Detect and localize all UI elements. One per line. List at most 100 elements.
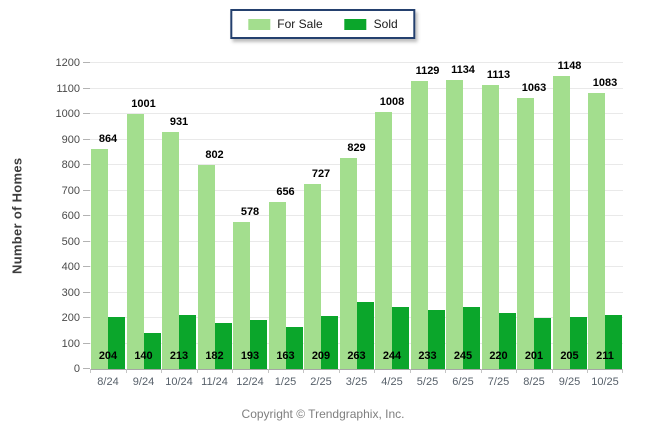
sold-legend-label: Sold — [373, 17, 398, 31]
y-tick-mark — [83, 291, 90, 293]
for-sale-bar — [162, 131, 179, 369]
sold-value-label: 213 — [169, 350, 189, 362]
y-tick-label: 400 — [61, 261, 80, 274]
x-tick-mark — [196, 369, 198, 373]
x-tick-mark — [516, 369, 518, 373]
x-tick-mark — [338, 369, 340, 373]
x-axis-label: 3/25 — [345, 376, 368, 388]
x-tick-mark — [587, 369, 589, 373]
sold-value-label: 193 — [240, 350, 260, 362]
sold-bar — [569, 316, 587, 369]
x-axis-label: 4/25 — [381, 376, 403, 388]
x-tick-mark — [303, 369, 305, 373]
x-axis-label: 6/25 — [452, 376, 474, 388]
sold-value-label: 233 — [418, 350, 437, 362]
bar-area: 864 204 8/24 1001 140 9/24 931 213 10/24 802 182 11… — [90, 60, 623, 388]
x-axis-label: 7/25 — [487, 376, 510, 388]
for-sale-bar — [268, 201, 286, 369]
sold-value-label: 201 — [524, 350, 544, 362]
sold-value-label: 244 — [382, 350, 402, 362]
sold-bar — [179, 314, 196, 369]
sold-value-label: 209 — [311, 350, 331, 362]
gridline — [90, 240, 623, 242]
sold-value-label: 182 — [205, 350, 224, 362]
sold-value-label: 204 — [98, 350, 118, 362]
sold-bar — [108, 316, 125, 369]
x-axis-label: 10/25 — [591, 376, 619, 388]
y-tick-label: 0 — [73, 363, 80, 375]
y-tick-mark — [83, 368, 90, 369]
sold-value-label: 163 — [276, 350, 295, 362]
x-axis-label: 5/25 — [416, 376, 439, 388]
gridline — [90, 138, 623, 140]
y-tick-label: 300 — [61, 286, 80, 299]
sold-bar — [427, 309, 445, 369]
bar-group: 1001 140 9/24 — [126, 63, 161, 388]
y-tick-label: 100 — [61, 337, 80, 350]
for-sale-value-label: 727 — [311, 167, 331, 180]
for-sale-bar — [233, 221, 250, 369]
for-sale-value-label: 864 — [98, 132, 118, 145]
for-sale-value-label: 1083 — [592, 76, 618, 89]
sold-bar — [214, 322, 232, 369]
x-tick-mark — [445, 369, 447, 373]
x-tick-mark — [622, 369, 623, 373]
y-tick-mark — [83, 342, 90, 344]
sold-value-label: 140 — [134, 350, 153, 362]
for-sale-bar — [91, 148, 108, 369]
y-tick-mark — [83, 266, 90, 267]
x-tick-mark — [125, 369, 127, 373]
bar-group: 1063 201 8/25 — [517, 63, 551, 388]
for-sale-value-label: 1063 — [521, 81, 547, 94]
gridline — [90, 164, 623, 165]
x-axis-label: 9/24 — [132, 376, 155, 388]
sold-bar — [321, 315, 338, 369]
sold-bar — [392, 306, 409, 369]
bar-group: 864 204 8/24 — [91, 63, 125, 388]
chart-legend: For Sale Sold — [230, 9, 416, 39]
y-tick-label: 200 — [61, 312, 80, 325]
bar-group: 656 163 1/25 — [268, 63, 303, 388]
gridline — [90, 62, 623, 63]
y-tick-mark — [83, 317, 90, 318]
gridline — [90, 291, 623, 293]
plot-area: 864 204 8/24 1001 140 9/24 931 213 10/24 802 182 11… — [56, 57, 623, 388]
bar-group: 727 209 2/25 — [304, 63, 338, 388]
gridline — [90, 113, 623, 114]
x-tick-mark — [267, 369, 269, 373]
x-tick-mark — [480, 369, 482, 373]
y-tick-label: 600 — [61, 210, 80, 222]
for-sale-value-label: 1113 — [486, 69, 511, 82]
for-sale-bar — [481, 85, 499, 369]
gridline — [90, 266, 623, 267]
for-sale-value-label: 1134 — [451, 63, 475, 76]
for-sale-bar — [126, 113, 144, 369]
bar-group: 1134 245 6/25 — [446, 63, 480, 388]
for-sale-value-label: 1148 — [557, 60, 582, 73]
for-sale-value-label: 578 — [240, 205, 260, 218]
x-axis-label: 10/24 — [165, 376, 193, 388]
x-axis-label: 9/25 — [558, 376, 581, 388]
sold-value-label: 245 — [453, 350, 473, 362]
gridline — [90, 189, 623, 191]
bar-group: 829 263 3/25 — [339, 63, 374, 388]
y-tick-label: 700 — [61, 184, 80, 197]
for-sale-value-label: 1001 — [131, 97, 156, 110]
y-tick-label: 1200 — [55, 57, 80, 69]
for-sale-legend-label: For Sale — [277, 17, 323, 31]
sold-value-label: 220 — [489, 350, 508, 362]
y-tick-label: 800 — [61, 159, 80, 172]
x-tick-mark — [409, 369, 411, 373]
y-tick-mark — [83, 62, 90, 63]
x-tick-mark — [374, 369, 376, 373]
x-tick-mark — [551, 369, 553, 373]
sold-value-label: 211 — [596, 350, 614, 362]
x-axis-label: 8/24 — [97, 376, 119, 388]
sold-bar — [534, 317, 551, 369]
for-sale-bar — [517, 97, 534, 369]
bar-group: 931 213 10/24 — [162, 63, 196, 388]
sold-bar — [498, 312, 516, 369]
sold-bar — [250, 319, 267, 369]
sold-value-label: 263 — [347, 350, 366, 362]
x-axis-label: 8/25 — [523, 376, 545, 388]
